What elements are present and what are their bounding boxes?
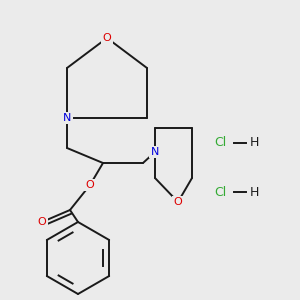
Text: O: O: [174, 197, 182, 207]
Text: H: H: [250, 185, 259, 199]
Text: Cl: Cl: [214, 185, 226, 199]
Text: N: N: [63, 113, 71, 123]
Text: Cl: Cl: [214, 136, 226, 149]
Text: O: O: [85, 180, 94, 190]
Text: N: N: [151, 147, 159, 157]
Text: O: O: [103, 33, 111, 43]
Text: O: O: [38, 217, 46, 227]
Text: H: H: [250, 136, 259, 149]
